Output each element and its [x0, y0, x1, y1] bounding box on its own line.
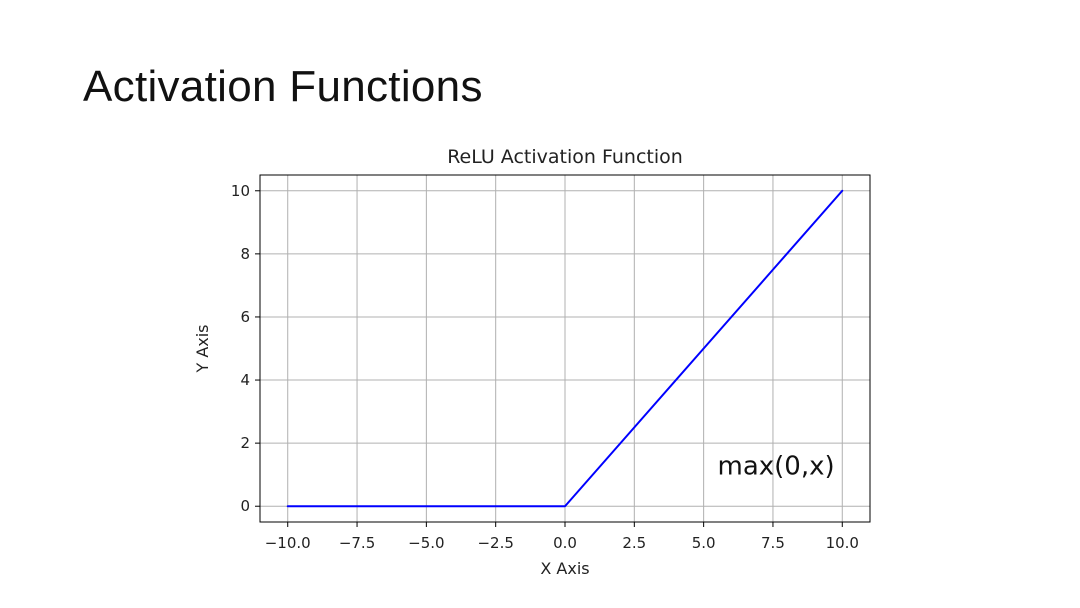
annotation-max-formula: max(0,x)	[718, 452, 835, 482]
series-layer	[286, 189, 844, 508]
x-tick-label: 0.0	[553, 534, 577, 552]
x-tick-label: 7.5	[761, 534, 785, 552]
x-axis-label: X Axis	[540, 559, 589, 578]
x-tick-label: −5.0	[408, 534, 444, 552]
x-tick-label: 2.5	[622, 534, 646, 552]
relu-line	[286, 189, 844, 508]
chart-title: ReLU Activation Function	[447, 146, 683, 168]
y-tick-label: 6	[240, 308, 250, 326]
x-tick-label: 10.0	[826, 534, 859, 552]
y-tick-labels: 0 2 4 6 8 10	[231, 182, 250, 515]
x-tick-label: −2.5	[477, 534, 513, 552]
x-tick-labels: −10.0 −7.5 −5.0 −2.5 0.0 2.5 5.0 7.5 10.0	[265, 534, 859, 552]
x-tick-label: −10.0	[265, 534, 311, 552]
x-tick-label: 5.0	[692, 534, 716, 552]
x-tick-label: −7.5	[339, 534, 375, 552]
slide-title: Activation Functions	[83, 62, 483, 111]
y-tick-label: 10	[231, 182, 250, 200]
y-tick-label: 4	[240, 371, 250, 389]
y-tick-label: 8	[240, 245, 250, 263]
y-tick-label: 2	[240, 434, 250, 452]
tick-marks	[255, 190, 843, 527]
y-tick-label: 0	[240, 497, 250, 515]
y-axis-label: Y Axis	[193, 324, 212, 373]
